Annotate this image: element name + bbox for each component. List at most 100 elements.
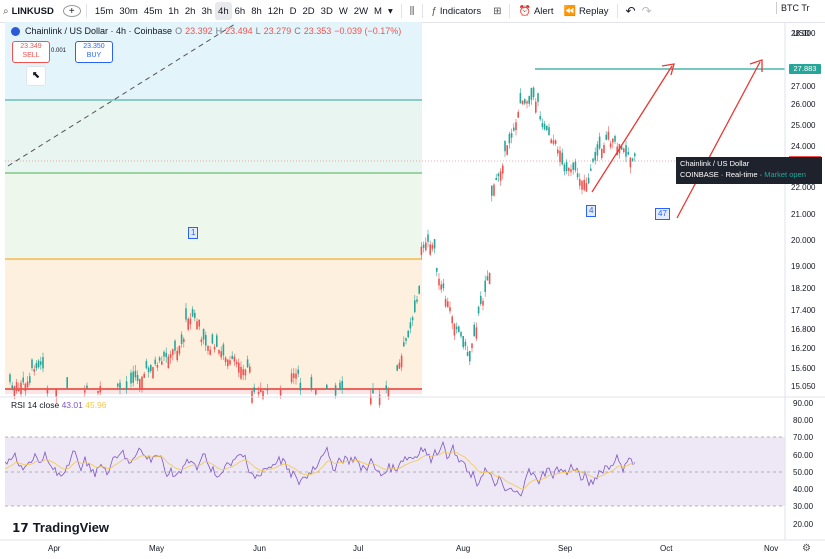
undo-button[interactable]: ↶ bbox=[625, 4, 636, 18]
candle-body bbox=[398, 362, 401, 369]
timeframe-M[interactable]: M bbox=[374, 5, 382, 17]
timeframe-6h[interactable]: 6h bbox=[234, 5, 246, 17]
candle-body bbox=[506, 145, 508, 155]
timeframe-W[interactable]: W bbox=[338, 5, 348, 17]
price-axis-label: 15.600 bbox=[791, 364, 816, 373]
timeframe-45m[interactable]: 45m bbox=[143, 5, 163, 17]
legend-high: 23.494 bbox=[225, 26, 253, 36]
rsi-axis-label: 90.00 bbox=[793, 399, 814, 408]
candles bbox=[9, 86, 636, 408]
wave-label-4[interactable]: 4 bbox=[586, 205, 597, 217]
chart-type-button[interactable]: ⫼ bbox=[407, 2, 418, 20]
candle-body bbox=[530, 87, 533, 100]
settings-icon[interactable]: ⚙ bbox=[802, 543, 811, 554]
candle-body bbox=[596, 144, 599, 156]
candle-body bbox=[541, 123, 544, 128]
buy-price: 23.350 bbox=[83, 43, 105, 50]
time-axis[interactable]: Apr May Jun Jul Aug Sep Oct Nov bbox=[48, 544, 778, 553]
chart-canvas[interactable]: 28.000 27.000 26.000 25.000 24.000 22.000 21.0… bbox=[0, 22, 825, 559]
alert-button[interactable]: ⏰ Alert bbox=[515, 2, 556, 20]
legend-title[interactable]: Chainlink / US Dollar · 4h · Coinbase bbox=[25, 26, 173, 36]
candle-body bbox=[229, 360, 231, 365]
compare-symbol[interactable]: BTC Tr bbox=[776, 2, 810, 14]
indicators-button[interactable]: ƒ Indicators bbox=[428, 2, 484, 20]
time-axis-label: Sep bbox=[558, 544, 573, 553]
candle-body bbox=[174, 340, 176, 351]
candle-body bbox=[436, 267, 438, 272]
timeframe-1h[interactable]: 1h bbox=[168, 5, 179, 17]
zone-orange bbox=[5, 259, 422, 389]
wave-label-47[interactable]: 47 bbox=[655, 208, 670, 220]
spread-value: 0.001 bbox=[51, 48, 67, 54]
candle-body bbox=[37, 360, 40, 368]
rsi-axis[interactable]: 90.00 80.00 70.00 60.00 50.00 40.00 30.00 20.00 bbox=[793, 399, 814, 529]
layouts-button[interactable]: ⊞ bbox=[490, 2, 504, 20]
candle-body bbox=[550, 139, 552, 144]
candle-body bbox=[11, 385, 13, 389]
candle-body bbox=[26, 381, 29, 388]
candle-body bbox=[508, 133, 511, 144]
candle-body bbox=[548, 127, 550, 136]
projection-arrowhead-2 bbox=[749, 59, 763, 72]
chainlink-logo-icon bbox=[11, 26, 20, 36]
rsi-label[interactable]: RSI 14 close bbox=[11, 400, 60, 410]
candle-body bbox=[403, 342, 405, 347]
divider bbox=[616, 4, 618, 18]
timeframe-2W[interactable]: 2W bbox=[353, 5, 369, 17]
candle-body bbox=[473, 324, 475, 337]
add-symbol-button[interactable]: + bbox=[62, 5, 81, 17]
buy-button[interactable]: 23.350 BUY bbox=[75, 41, 113, 63]
timeframe-30m[interactable]: 30m bbox=[119, 5, 138, 17]
rsi-line bbox=[4, 440, 636, 497]
candle-body bbox=[172, 349, 174, 355]
candle-body bbox=[598, 136, 601, 149]
timeframe-2h[interactable]: 2h bbox=[184, 5, 196, 17]
candle-body bbox=[31, 359, 33, 369]
timeframe-3h[interactable]: 3h bbox=[201, 5, 213, 17]
wave-label-1[interactable]: 1 bbox=[188, 227, 199, 239]
currency-label[interactable]: USD bbox=[793, 29, 810, 38]
candle-body bbox=[185, 308, 187, 320]
timeframe-12h[interactable]: 12h bbox=[267, 5, 284, 17]
timeframe-2D[interactable]: 2D bbox=[302, 5, 315, 17]
rsi-axis-label: 40.00 bbox=[793, 485, 814, 494]
timeframe-D[interactable]: D bbox=[289, 5, 297, 17]
cursor-icon: ⬉ bbox=[31, 70, 41, 81]
candle-body bbox=[482, 300, 484, 306]
candle-body bbox=[299, 382, 302, 391]
candle-body bbox=[579, 179, 581, 186]
candle-body bbox=[535, 101, 537, 113]
candle-body bbox=[253, 387, 255, 392]
candle-body bbox=[497, 173, 500, 177]
timeframe-3D[interactable]: 3D bbox=[320, 5, 333, 17]
timeframe-dropdown-icon[interactable]: ▾ bbox=[387, 5, 393, 17]
candle-body bbox=[165, 352, 167, 358]
cursor-tool-button[interactable]: ⬉ bbox=[26, 66, 46, 86]
price-axis-label: 20.000 bbox=[791, 236, 816, 245]
timeframe-8h[interactable]: 8h bbox=[251, 5, 262, 17]
price-axis-label: 17.400 bbox=[791, 306, 816, 315]
sell-button[interactable]: 23.349 SELL bbox=[12, 41, 50, 63]
grid-icon: ⊞ bbox=[493, 5, 502, 17]
rsi-axis-label: 70.00 bbox=[793, 433, 814, 442]
candle-body bbox=[532, 87, 535, 98]
candle-body bbox=[202, 328, 205, 340]
candle-body bbox=[425, 242, 427, 251]
price-axis[interactable]: 28.000 27.000 26.000 25.000 24.000 22.000 21.0… bbox=[789, 29, 821, 391]
candle-body bbox=[152, 367, 154, 379]
replay-button[interactable]: ⏪ Replay bbox=[560, 2, 611, 20]
candle-body bbox=[616, 146, 618, 155]
symbol-search-button[interactable]: ⌕ LINKUSD bbox=[0, 2, 63, 20]
timeframe-15m[interactable]: 15m bbox=[94, 5, 114, 17]
zone-red bbox=[5, 389, 422, 394]
candle-body bbox=[341, 381, 343, 390]
candle-body bbox=[484, 280, 486, 293]
legend-low-label: L bbox=[255, 26, 261, 36]
candle-body bbox=[161, 361, 163, 365]
buy-label: BUY bbox=[86, 52, 102, 59]
redo-button[interactable]: ↷ bbox=[641, 4, 652, 18]
candle-body bbox=[418, 285, 420, 294]
candle-body bbox=[99, 386, 101, 393]
timeframe-4h[interactable]: 4h bbox=[215, 2, 232, 20]
candle-body bbox=[554, 140, 557, 144]
